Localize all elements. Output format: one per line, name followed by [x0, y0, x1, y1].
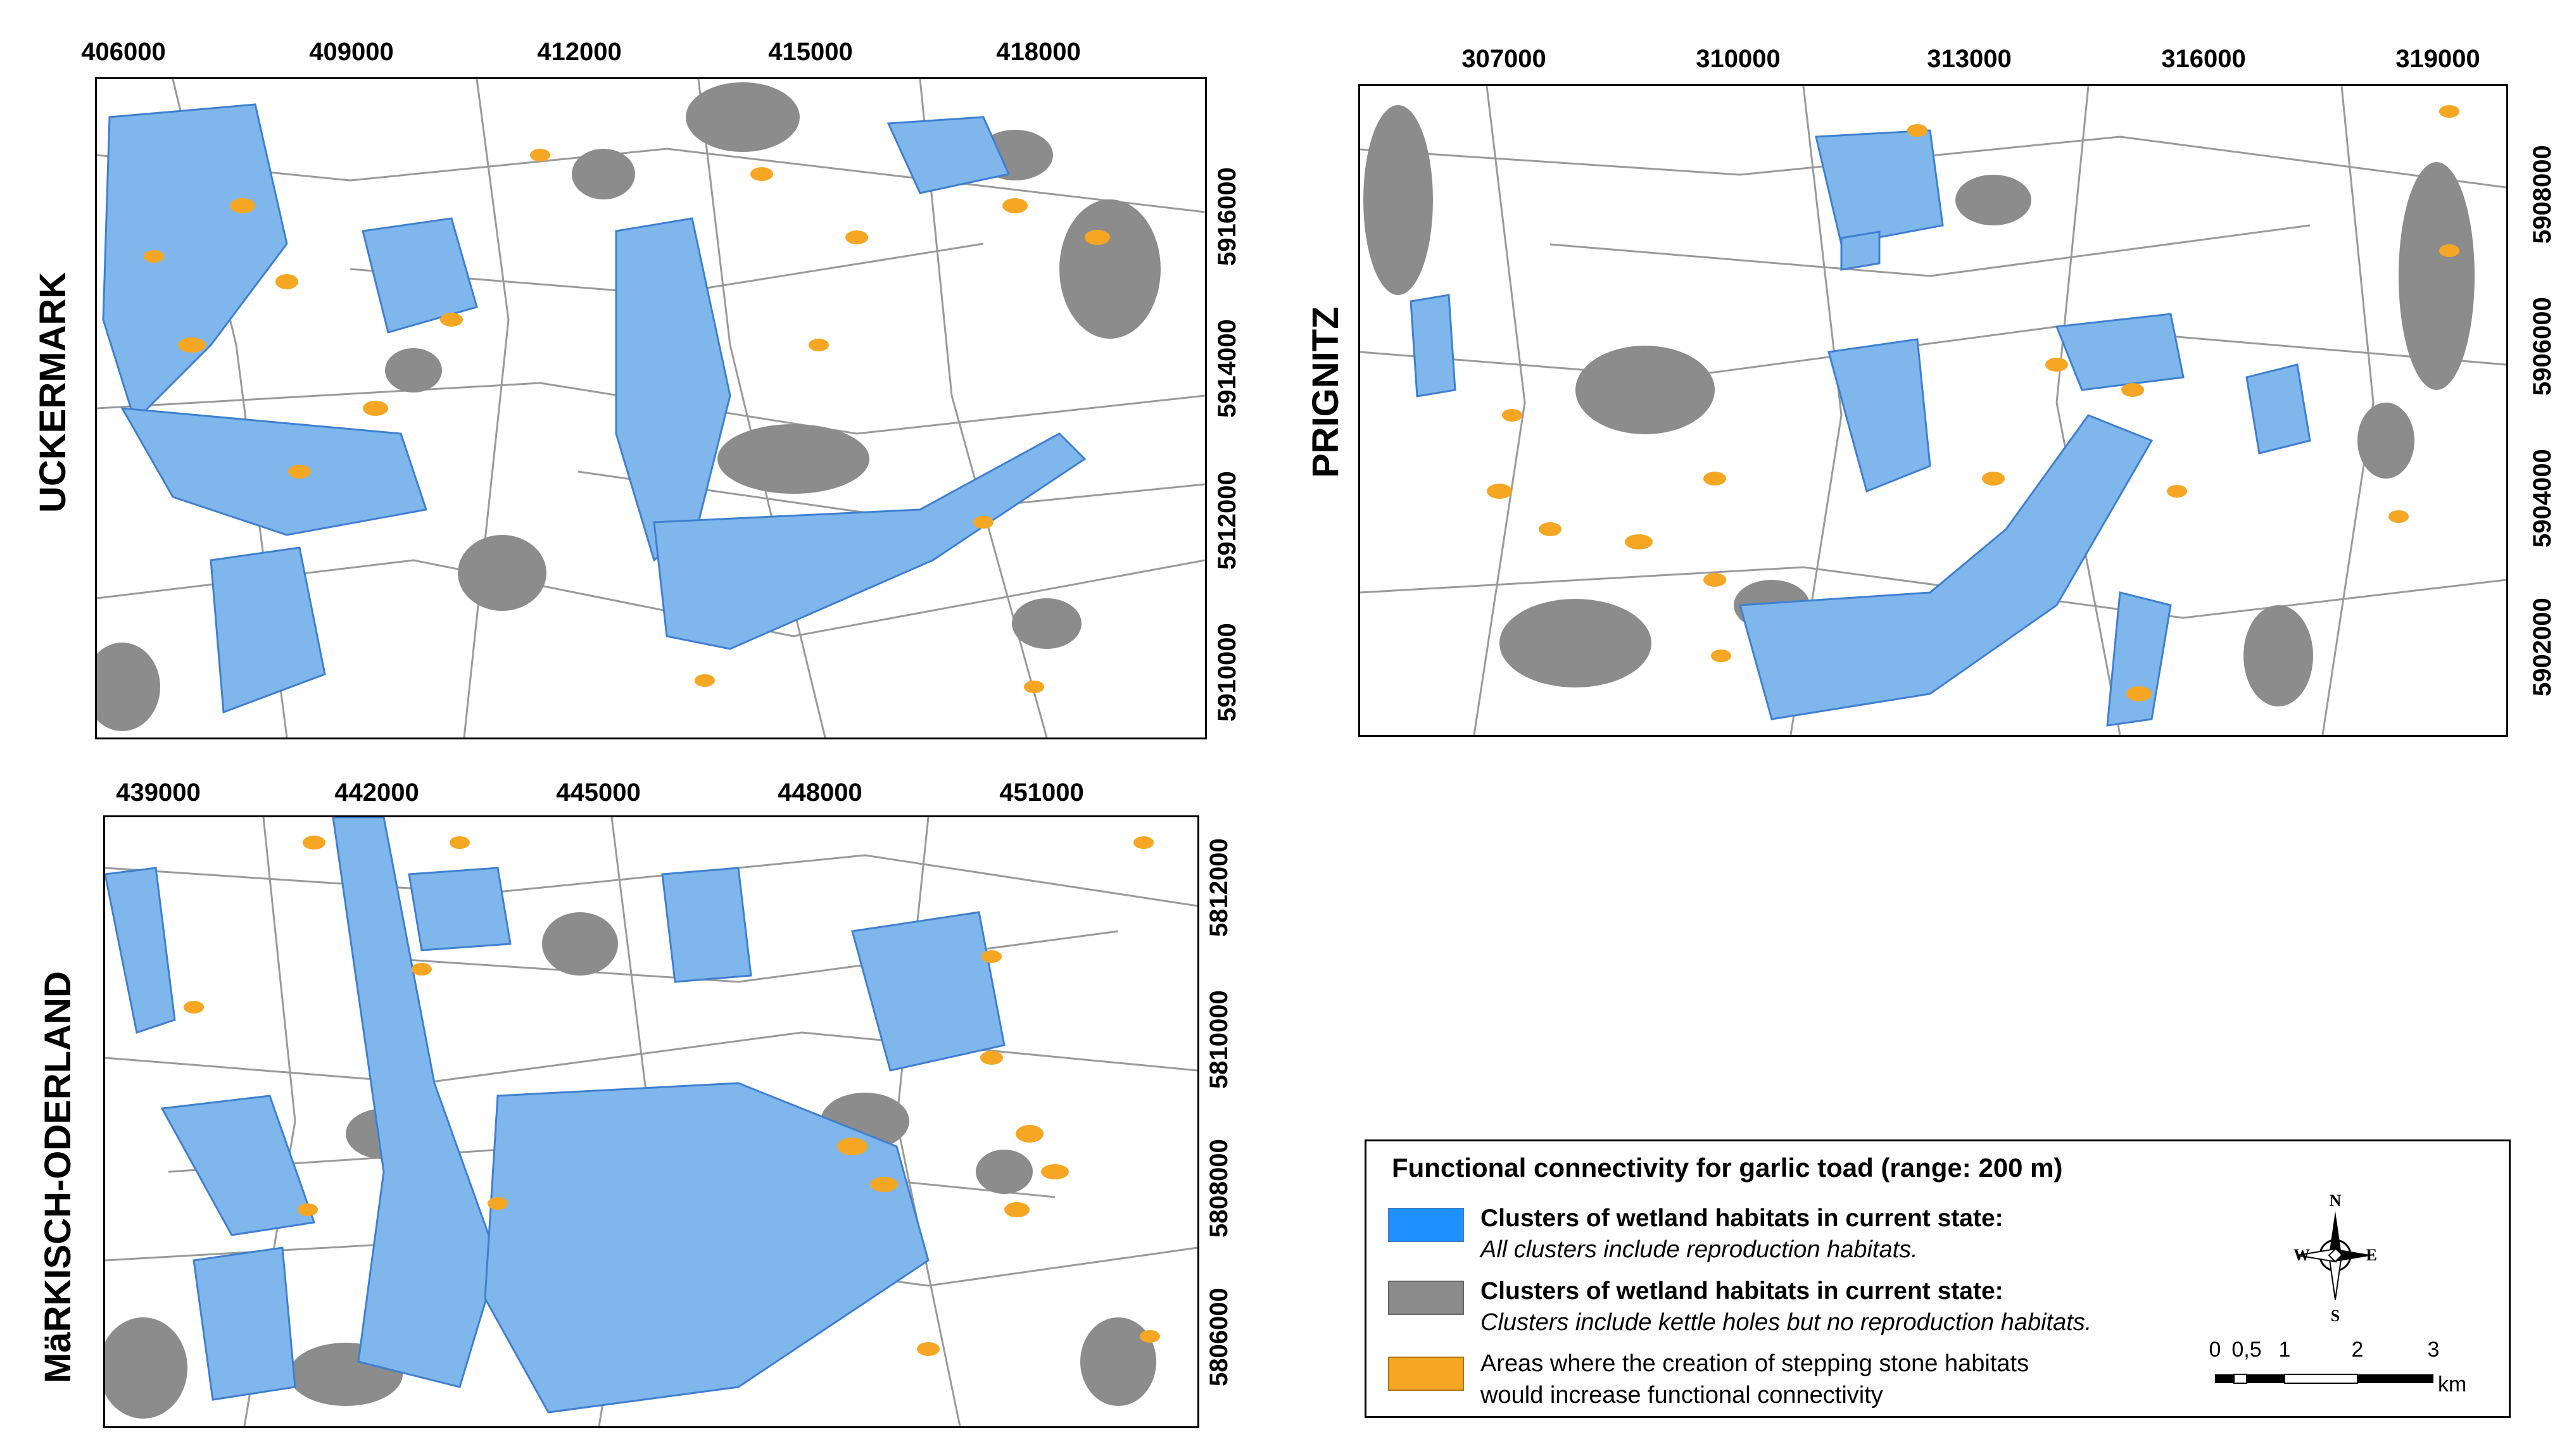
uckermark-region-label: UCKERMARK [32, 272, 73, 513]
scale-label: 2 [2351, 1338, 2364, 1362]
legend-blue-note: All clusters include reproduction habita… [1480, 1236, 1918, 1263]
compass-e: E [2366, 1246, 2377, 1264]
north-arrow: N S E W [2291, 1186, 2380, 1325]
legend-orange-line2: would increase functional connectivity [1480, 1382, 1883, 1409]
map-uckermark [95, 77, 1207, 739]
maerkisch-oderland-x-tick: 442000 [334, 779, 419, 806]
maerkisch-oderland-y-tick: 5812000 [1205, 838, 1233, 937]
maerkisch-oderland-y-tick: 5806000 [1205, 1288, 1233, 1386]
scale-bar: 0 0,5 1 2 3 km [2202, 1338, 2494, 1407]
prignitz-y-tick: 5904000 [2528, 449, 2556, 548]
maerkisch-oderland-y-tick: 5808000 [1205, 1139, 1233, 1238]
maerkisch-oderland-x-tick: 451000 [999, 779, 1084, 806]
scale-label: 0,5 [2231, 1338, 2262, 1362]
uckermark-x-tick: 418000 [996, 38, 1081, 66]
compass-w: W [2293, 1246, 2310, 1264]
scale-unit: km [2438, 1372, 2467, 1396]
prignitz-x-tick: 313000 [1927, 45, 2012, 73]
scale-label: 1 [2278, 1338, 2291, 1362]
maerkisch-oderland-x-tick: 448000 [778, 779, 862, 806]
scale-bar-graphic [2215, 1374, 2433, 1384]
prignitz-x-tick: 307000 [1461, 45, 1546, 73]
uckermark-y-tick: 5914000 [1213, 319, 1241, 418]
scale-label: 0 [2209, 1338, 2221, 1362]
legend-grey-title: Clusters of wetland habitats in current … [1480, 1277, 2003, 1305]
maerkisch-oderland-x-tick: 439000 [116, 779, 201, 806]
uckermark-x-tick: 412000 [537, 38, 622, 66]
maerkisch-oderland-x-tick: 445000 [556, 779, 641, 806]
legend-swatch-blue [1388, 1208, 1464, 1242]
prignitz-map-canvas [1360, 86, 2506, 735]
prignitz-x-tick: 319000 [2395, 45, 2480, 73]
legend-swatch-grey [1388, 1281, 1464, 1315]
legend-swatch-orange [1388, 1357, 1464, 1391]
map-maerkisch-oderland [103, 815, 1199, 1428]
legend-grey-note: Clusters include kettle holes but no rep… [1480, 1309, 2092, 1336]
scale-label: 3 [2427, 1338, 2440, 1362]
maerkisch-oderland-y-tick: 5810000 [1205, 990, 1233, 1089]
prignitz-y-tick: 5902000 [2528, 598, 2556, 696]
legend-orange-line1: Areas where the creation of stepping sto… [1480, 1350, 2029, 1377]
maerkisch-oderland-region-label: MäRKISCH-ODERLAND [37, 971, 79, 1383]
prignitz-y-tick: 5908000 [2528, 145, 2556, 244]
map-legend: Functional connectivity for garlic toad … [1365, 1139, 2511, 1418]
maerkisch-oderland-map-canvas [105, 817, 1197, 1426]
legend-blue-title: Clusters of wetland habitats in current … [1480, 1205, 2003, 1232]
uckermark-y-tick: 5916000 [1213, 167, 1241, 266]
uckermark-x-tick: 415000 [768, 38, 853, 66]
uckermark-y-tick: 5910000 [1213, 623, 1241, 722]
compass-rose-icon: N S E W [2293, 1191, 2377, 1325]
uckermark-map-canvas [97, 79, 1205, 737]
legend-title: Functional connectivity for garlic toad … [1392, 1153, 2063, 1183]
uckermark-x-tick: 409000 [309, 38, 394, 66]
map-prignitz [1358, 84, 2508, 737]
prignitz-y-tick: 5906000 [2528, 297, 2556, 396]
compass-s: S [2331, 1307, 2340, 1325]
compass-n: N [2330, 1191, 2342, 1210]
uckermark-x-tick: 406000 [81, 38, 166, 66]
prignitz-x-tick: 316000 [2161, 45, 2246, 73]
prignitz-x-tick: 310000 [1696, 45, 1781, 73]
prignitz-region-label: PRIGNITZ [1305, 306, 1346, 478]
uckermark-y-tick: 5912000 [1213, 471, 1241, 570]
